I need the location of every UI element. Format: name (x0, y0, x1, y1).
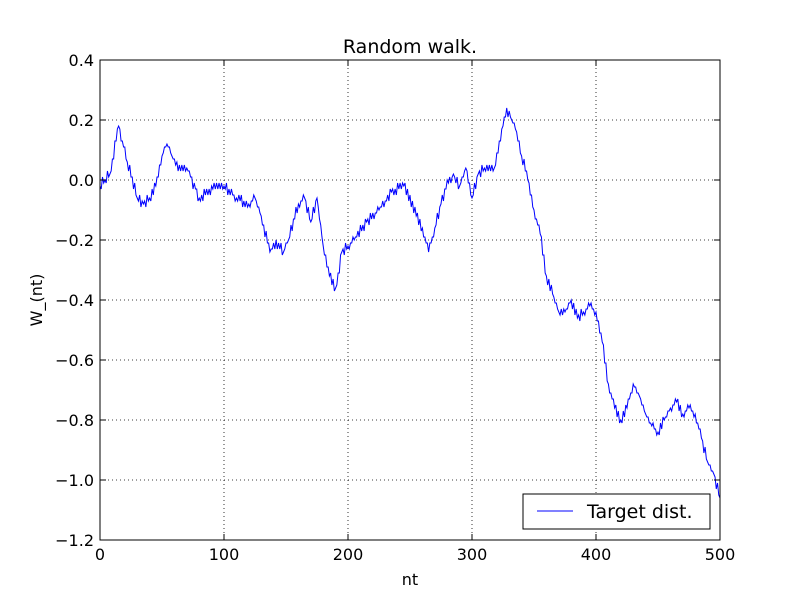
series-line-target-dist (99, 107, 721, 499)
y-tick-label: −0.4 (55, 291, 94, 310)
x-tick-label: 200 (333, 545, 364, 564)
y-tick-label: −0.2 (55, 231, 94, 250)
grid-lines (100, 60, 720, 540)
x-tick-label: 0 (95, 545, 105, 564)
chart-title: Random walk. (343, 36, 477, 58)
x-axis-label: nt (402, 570, 418, 589)
x-tick-label: 100 (209, 545, 240, 564)
x-tick-label: 400 (581, 545, 612, 564)
axis-ticks (99, 59, 721, 541)
y-axis-label: W_(nt) (27, 274, 47, 327)
y-tick-label: 0.0 (69, 171, 94, 190)
x-tick-labels: 0 100 200 300 400 500 (95, 545, 735, 564)
y-tick-label: −0.6 (55, 351, 94, 370)
legend-label: Target dist. (586, 501, 693, 523)
y-tick-label: −0.8 (55, 411, 94, 430)
y-tick-label: 0.4 (69, 51, 94, 70)
y-tick-label: −1.2 (55, 531, 94, 550)
legend: Target dist. (522, 493, 711, 530)
y-tick-labels: −1.2 −1.0 −0.8 −0.6 −0.4 −0.2 0.0 0.2 0.4 (55, 51, 94, 550)
y-tick-label: −1.0 (55, 471, 94, 490)
y-tick-label: 0.2 (69, 111, 94, 130)
x-tick-label: 300 (457, 545, 488, 564)
series-layer (99, 107, 721, 499)
x-tick-label: 500 (705, 545, 736, 564)
